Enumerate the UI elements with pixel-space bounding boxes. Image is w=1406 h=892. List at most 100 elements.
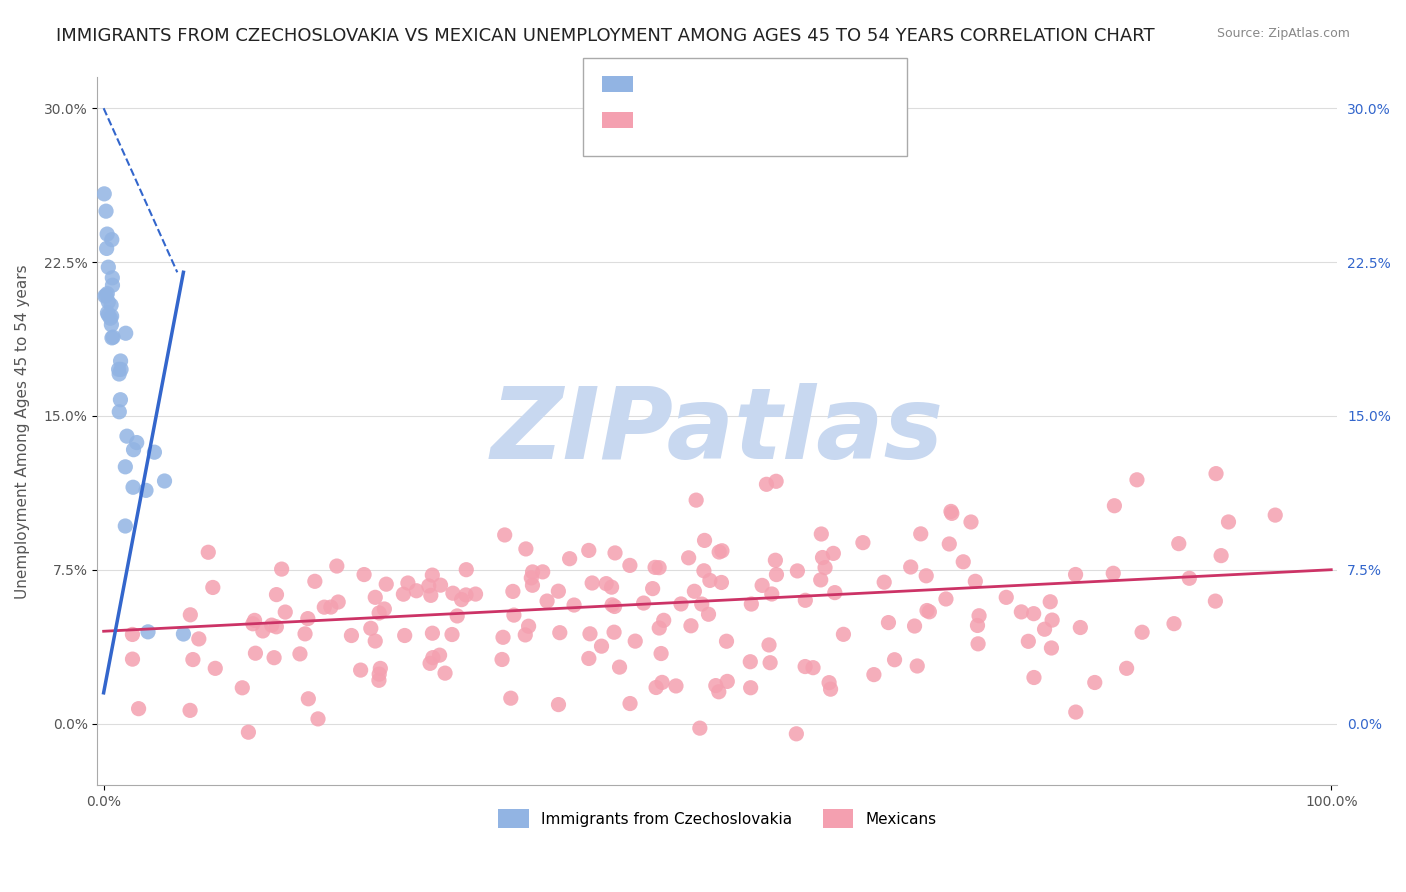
Point xyxy=(97,260,120,275)
Point xyxy=(810,573,832,587)
Point xyxy=(939,504,962,518)
Point xyxy=(101,330,124,344)
Point xyxy=(238,725,260,739)
Point xyxy=(669,597,692,611)
Point xyxy=(96,242,118,256)
Point xyxy=(263,650,285,665)
Point xyxy=(824,585,846,599)
Point xyxy=(110,362,132,376)
Text: N =: N = xyxy=(738,72,775,90)
Point xyxy=(633,596,655,610)
Point xyxy=(1163,616,1185,631)
Point xyxy=(763,553,786,567)
Point xyxy=(679,619,702,633)
Point xyxy=(814,560,837,574)
Text: ZIPatlas: ZIPatlas xyxy=(491,383,943,480)
Point xyxy=(644,560,666,574)
Point xyxy=(751,578,773,592)
Point xyxy=(648,621,671,635)
Point xyxy=(883,653,905,667)
Point xyxy=(794,593,817,607)
Point xyxy=(108,367,131,381)
Point xyxy=(494,528,516,542)
Point xyxy=(765,475,787,489)
Point xyxy=(1022,607,1045,621)
Point xyxy=(685,493,707,508)
Point xyxy=(761,587,783,601)
Point xyxy=(122,480,145,494)
Point xyxy=(1204,594,1226,608)
Point xyxy=(699,574,721,588)
Point xyxy=(96,306,118,320)
Point xyxy=(121,652,143,666)
Point xyxy=(328,595,350,609)
Point xyxy=(915,603,938,617)
Point xyxy=(181,652,204,666)
Point xyxy=(941,507,963,521)
Text: R =: R = xyxy=(641,108,678,126)
Point xyxy=(716,634,738,648)
Text: N =: N = xyxy=(738,108,775,126)
Point xyxy=(197,545,219,559)
Point xyxy=(794,659,817,673)
Point xyxy=(242,616,264,631)
Point xyxy=(373,602,395,616)
Point xyxy=(1104,499,1126,513)
Point xyxy=(915,568,938,582)
Point xyxy=(375,577,398,591)
Point xyxy=(520,571,543,585)
Point xyxy=(531,565,554,579)
Point xyxy=(536,594,558,608)
Point xyxy=(832,627,855,641)
Point xyxy=(595,576,617,591)
Point xyxy=(503,608,526,623)
Point xyxy=(562,598,585,612)
Point xyxy=(114,459,136,474)
Point xyxy=(179,607,201,622)
Point xyxy=(297,612,319,626)
Point xyxy=(429,578,451,592)
Point xyxy=(499,691,522,706)
Point xyxy=(548,625,571,640)
Point xyxy=(786,564,808,578)
Point xyxy=(314,600,336,615)
Point xyxy=(231,681,253,695)
Point xyxy=(905,659,928,673)
Point xyxy=(522,578,544,592)
Point xyxy=(693,564,716,578)
Point xyxy=(101,278,124,293)
Point xyxy=(759,656,782,670)
Point xyxy=(965,574,987,589)
Point xyxy=(515,628,537,642)
Point xyxy=(910,527,932,541)
Point xyxy=(294,627,316,641)
Point xyxy=(179,703,201,717)
Point xyxy=(491,652,513,666)
Point xyxy=(101,233,124,247)
Point xyxy=(101,331,124,345)
Point xyxy=(187,632,209,646)
Point xyxy=(863,667,886,681)
Point xyxy=(689,721,711,735)
Point xyxy=(252,624,274,638)
Point xyxy=(624,634,647,648)
Point xyxy=(1211,549,1233,563)
Point xyxy=(740,597,762,611)
Point xyxy=(1205,467,1227,481)
Point xyxy=(704,679,727,693)
Point xyxy=(1040,640,1063,655)
Point xyxy=(364,634,387,648)
Point xyxy=(578,543,600,558)
Point xyxy=(1039,595,1062,609)
Point xyxy=(619,558,641,573)
Point xyxy=(319,600,342,615)
Point xyxy=(94,289,117,303)
Point xyxy=(114,326,136,341)
Text: 0.558: 0.558 xyxy=(669,108,721,126)
Point xyxy=(368,667,391,681)
Text: 0.585: 0.585 xyxy=(669,72,721,90)
Point xyxy=(641,582,664,596)
Point xyxy=(96,227,118,241)
Text: 199: 199 xyxy=(770,108,806,126)
Point xyxy=(697,607,720,622)
